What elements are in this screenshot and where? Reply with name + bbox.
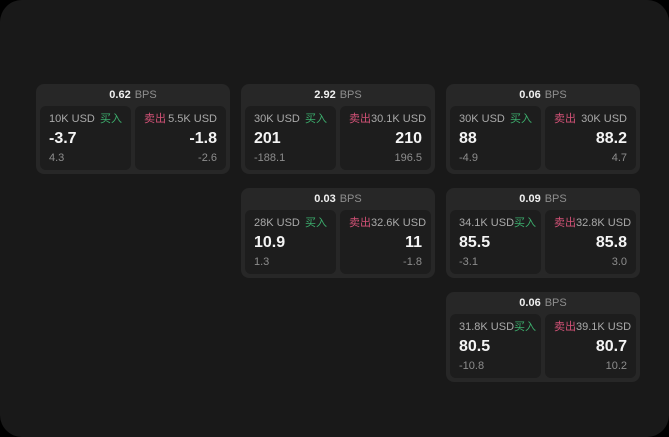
bps-value: 0.06 (519, 89, 541, 101)
sell-change: 196.5 (394, 152, 422, 164)
quote-card: 0.62 BPS 10K USD 买入 -3.7 4.3 卖出 5.5K USD (36, 84, 230, 174)
sell-panel[interactable]: 卖出 5.5K USD -1.8 -2.6 (135, 106, 226, 170)
sell-price: 210 (395, 129, 422, 147)
sell-panel[interactable]: 卖出 39.1K USD 80.7 10.2 (545, 314, 636, 378)
buy-amount: 30K USD (459, 113, 505, 125)
sell-price: 11 (405, 233, 422, 251)
sell-label: 卖出 (349, 217, 371, 229)
sell-panel[interactable]: 卖出 30K USD 88.2 4.7 (545, 106, 636, 170)
quote-card-grid: 0.62 BPS 10K USD 买入 -3.7 4.3 卖出 5.5K USD (36, 84, 640, 382)
sell-amount: 39.1K USD (576, 321, 632, 333)
card-header: 0.62 BPS (40, 84, 226, 106)
buy-amount: 31.8K USD (459, 321, 515, 333)
quote-card: 0.09 BPS 34.1K USD 买入 85.5 -3.1 卖出 32.8K… (446, 188, 640, 278)
bps-value: 0.06 (519, 297, 541, 309)
bps-unit-label: BPS (134, 89, 157, 101)
sell-panel[interactable]: 卖出 32.6K USD 11 -1.8 (340, 210, 431, 274)
buy-panel[interactable]: 30K USD 买入 201 -188.1 (245, 106, 336, 170)
buy-change: 4.3 (49, 152, 65, 164)
buy-label: 买入 (100, 113, 122, 125)
sell-price: -1.8 (189, 129, 217, 147)
buy-change: -188.1 (254, 152, 286, 164)
card-header: 0.03 BPS (245, 188, 431, 210)
quote-card: 0.06 BPS 30K USD 买入 88 -4.9 卖出 30K USD (446, 84, 640, 174)
buy-price: -3.7 (49, 129, 77, 147)
sell-price: 80.7 (595, 337, 627, 355)
buy-amount: 10K USD (49, 113, 95, 125)
buy-price: 10.9 (254, 233, 286, 251)
sell-amount: 30.1K USD (371, 113, 427, 125)
bps-value: 2.92 (314, 89, 336, 101)
sell-price: 85.8 (595, 233, 627, 251)
buy-label: 买入 (514, 321, 537, 333)
sell-change: 4.7 (611, 152, 627, 164)
bps-unit-label: BPS (544, 297, 567, 309)
buy-amount: 28K USD (254, 217, 300, 229)
buy-panel[interactable]: 10K USD 买入 -3.7 4.3 (40, 106, 131, 170)
buy-amount: 34.1K USD (459, 217, 515, 229)
buy-price: 88 (459, 129, 477, 147)
buy-panel[interactable]: 31.8K USD 买入 80.5 -10.8 (450, 314, 541, 378)
sell-label: 卖出 (554, 321, 576, 333)
sell-price: 88.2 (595, 129, 627, 147)
card-header: 0.06 BPS (450, 292, 636, 314)
sell-label: 卖出 (554, 217, 576, 229)
bps-unit-label: BPS (339, 193, 362, 205)
quote-card: 0.03 BPS 28K USD 买入 10.9 1.3 卖出 32.6K US… (241, 188, 435, 278)
sell-amount: 32.8K USD (576, 217, 632, 229)
sell-change: -2.6 (198, 152, 217, 164)
sell-change: -1.8 (403, 256, 422, 268)
quote-card: 2.92 BPS 30K USD 买入 201 -188.1 卖出 30.1K … (241, 84, 435, 174)
sell-panel[interactable]: 卖出 30.1K USD 210 196.5 (340, 106, 431, 170)
sell-amount: 30K USD (581, 113, 627, 125)
buy-change: -4.9 (459, 152, 478, 164)
buy-label: 买入 (305, 217, 327, 229)
bps-unit-label: BPS (544, 89, 567, 101)
sell-change: 10.2 (605, 360, 627, 372)
buy-panel[interactable]: 28K USD 买入 10.9 1.3 (245, 210, 336, 274)
bps-unit-label: BPS (339, 89, 362, 101)
buy-label: 买入 (514, 217, 537, 229)
buy-label: 买入 (510, 113, 532, 125)
sell-label: 卖出 (144, 113, 166, 125)
bps-value: 0.03 (314, 193, 336, 205)
buy-change: -3.1 (459, 256, 478, 268)
buy-panel[interactable]: 30K USD 买入 88 -4.9 (450, 106, 541, 170)
card-header: 0.06 BPS (450, 84, 636, 106)
buy-price: 80.5 (459, 337, 491, 355)
quote-card: 0.06 BPS 31.8K USD 买入 80.5 -10.8 卖出 39.1… (446, 292, 640, 382)
buy-price: 85.5 (459, 233, 491, 251)
sell-amount: 32.6K USD (371, 217, 427, 229)
sell-change: 3.0 (611, 256, 627, 268)
bps-value: 0.09 (519, 193, 541, 205)
bps-unit-label: BPS (544, 193, 567, 205)
sell-label: 卖出 (554, 113, 576, 125)
bps-value: 0.62 (109, 89, 131, 101)
buy-label: 买入 (305, 113, 327, 125)
sell-amount: 5.5K USD (168, 113, 217, 125)
buy-price: 201 (254, 129, 281, 147)
buy-change: 1.3 (254, 256, 270, 268)
buy-amount: 30K USD (254, 113, 300, 125)
sell-panel[interactable]: 卖出 32.8K USD 85.8 3.0 (545, 210, 636, 274)
buy-change: -10.8 (459, 360, 485, 372)
card-header: 0.09 BPS (450, 188, 636, 210)
buy-panel[interactable]: 34.1K USD 买入 85.5 -3.1 (450, 210, 541, 274)
card-header: 2.92 BPS (245, 84, 431, 106)
sell-label: 卖出 (349, 113, 371, 125)
